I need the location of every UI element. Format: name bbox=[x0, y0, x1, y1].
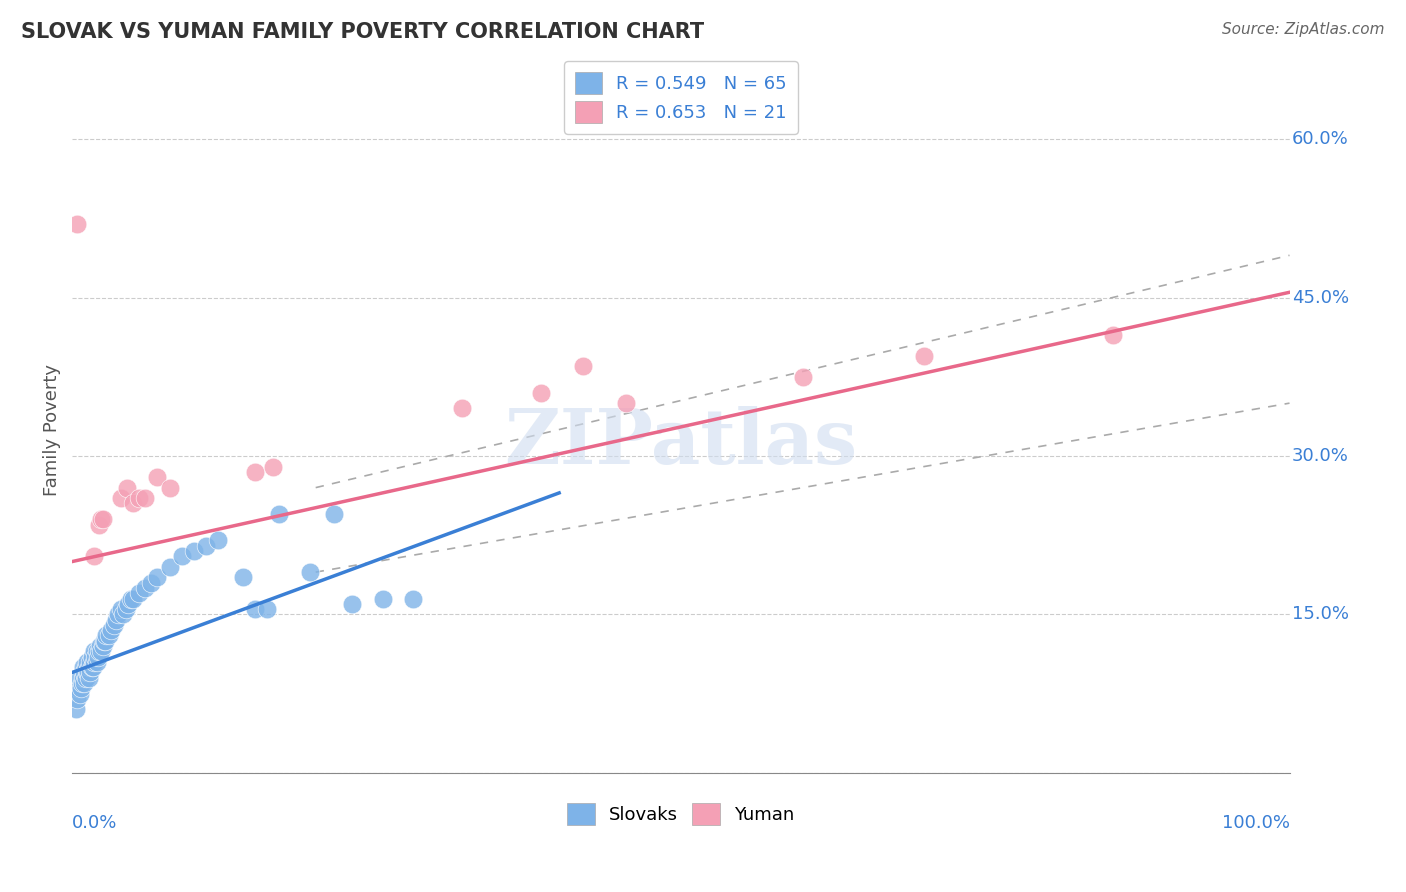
Point bbox=[146, 470, 169, 484]
Point bbox=[90, 644, 112, 658]
Point bbox=[122, 496, 145, 510]
Point bbox=[97, 628, 120, 642]
Point bbox=[371, 591, 394, 606]
Point bbox=[69, 681, 91, 696]
Point bbox=[298, 565, 321, 579]
Point bbox=[183, 544, 205, 558]
Y-axis label: Family Poverty: Family Poverty bbox=[44, 364, 60, 496]
Point bbox=[87, 649, 110, 664]
Point bbox=[87, 517, 110, 532]
Point bbox=[73, 676, 96, 690]
Text: ZIPatlas: ZIPatlas bbox=[505, 406, 858, 480]
Point bbox=[66, 691, 89, 706]
Point bbox=[96, 628, 118, 642]
Point bbox=[84, 649, 107, 664]
Point bbox=[134, 581, 156, 595]
Point bbox=[122, 591, 145, 606]
Point bbox=[79, 655, 101, 669]
Point bbox=[262, 459, 284, 474]
Point bbox=[134, 491, 156, 506]
Point bbox=[114, 602, 136, 616]
Point bbox=[105, 613, 128, 627]
Point bbox=[117, 597, 139, 611]
Point bbox=[170, 549, 193, 564]
Point bbox=[66, 217, 89, 231]
Point bbox=[67, 681, 90, 696]
Point bbox=[72, 671, 94, 685]
Text: 0.0%: 0.0% bbox=[72, 814, 118, 832]
Point bbox=[77, 671, 100, 685]
Point bbox=[110, 491, 132, 506]
Point bbox=[80, 649, 103, 664]
Point bbox=[80, 660, 103, 674]
Point bbox=[91, 639, 114, 653]
Point bbox=[141, 575, 163, 590]
Point bbox=[269, 507, 291, 521]
Point bbox=[75, 660, 97, 674]
Point bbox=[120, 591, 142, 606]
Point bbox=[112, 607, 135, 622]
Text: 30.0%: 30.0% bbox=[1292, 447, 1348, 465]
Point bbox=[79, 665, 101, 680]
Point bbox=[530, 385, 553, 400]
Legend: Slovaks, Yuman: Slovaks, Yuman bbox=[560, 796, 801, 832]
Point bbox=[77, 665, 100, 680]
Point bbox=[73, 665, 96, 680]
Point bbox=[159, 481, 181, 495]
Point bbox=[69, 687, 91, 701]
Text: 15.0%: 15.0% bbox=[1292, 606, 1348, 624]
Text: Source: ZipAtlas.com: Source: ZipAtlas.com bbox=[1222, 22, 1385, 37]
Point bbox=[110, 602, 132, 616]
Point bbox=[243, 602, 266, 616]
Point bbox=[128, 491, 150, 506]
Point bbox=[256, 602, 278, 616]
Point bbox=[1102, 327, 1125, 342]
Point bbox=[103, 618, 125, 632]
Point bbox=[572, 359, 595, 374]
Point bbox=[91, 512, 114, 526]
Point bbox=[76, 655, 98, 669]
Point bbox=[232, 570, 254, 584]
Point bbox=[115, 481, 138, 495]
Point bbox=[70, 676, 93, 690]
Text: 60.0%: 60.0% bbox=[1292, 130, 1348, 148]
Text: 100.0%: 100.0% bbox=[1222, 814, 1289, 832]
Text: 45.0%: 45.0% bbox=[1292, 288, 1350, 307]
Point bbox=[450, 401, 472, 416]
Point bbox=[323, 507, 346, 521]
Point bbox=[72, 660, 94, 674]
Point bbox=[342, 597, 364, 611]
Text: SLOVAK VS YUMAN FAMILY POVERTY CORRELATION CHART: SLOVAK VS YUMAN FAMILY POVERTY CORRELATI… bbox=[21, 22, 704, 42]
Point bbox=[100, 623, 122, 637]
Point bbox=[90, 512, 112, 526]
Point bbox=[93, 633, 115, 648]
Point bbox=[76, 665, 98, 680]
Point bbox=[94, 633, 117, 648]
Point bbox=[82, 660, 104, 674]
Point bbox=[792, 369, 814, 384]
Point bbox=[65, 702, 87, 716]
Point bbox=[159, 559, 181, 574]
Point bbox=[83, 549, 105, 564]
Point bbox=[89, 639, 111, 653]
Point bbox=[614, 396, 637, 410]
Point bbox=[402, 591, 425, 606]
Point bbox=[912, 349, 935, 363]
Point bbox=[207, 533, 229, 548]
Point bbox=[75, 671, 97, 685]
Point bbox=[195, 539, 218, 553]
Point bbox=[77, 660, 100, 674]
Point bbox=[86, 644, 108, 658]
Point bbox=[146, 570, 169, 584]
Point bbox=[243, 465, 266, 479]
Point bbox=[107, 607, 129, 622]
Point bbox=[83, 655, 105, 669]
Point bbox=[87, 644, 110, 658]
Point bbox=[69, 671, 91, 685]
Point bbox=[128, 586, 150, 600]
Point bbox=[83, 644, 105, 658]
Point bbox=[86, 655, 108, 669]
